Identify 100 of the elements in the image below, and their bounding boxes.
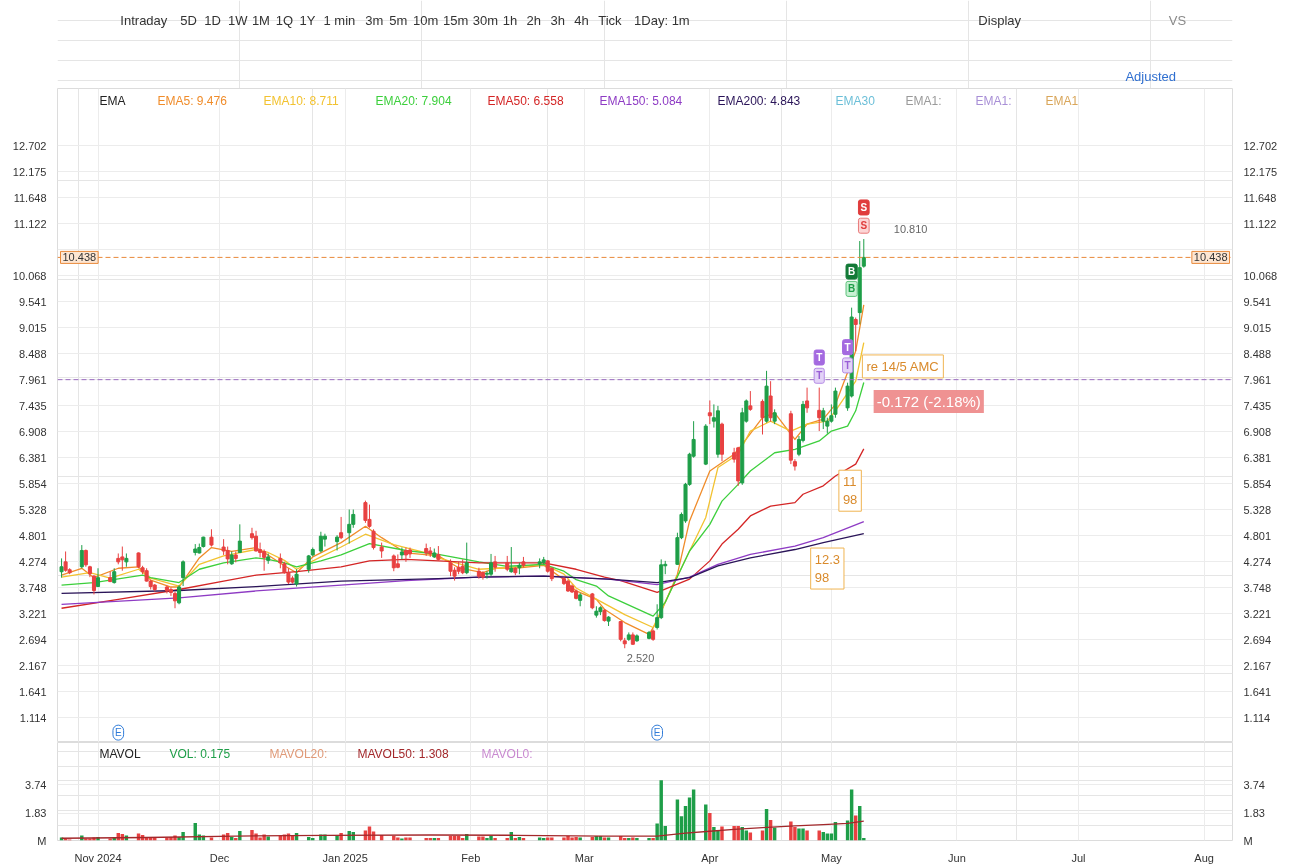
bar [801,828,805,841]
candlestick [322,533,327,548]
text: MAVOL50: 1.308 [357,747,449,762]
y-tick-label: 4.801 [18,529,47,542]
bar [720,826,724,841]
y2-tick-label: 10.068 [1243,269,1278,282]
bar [266,836,270,841]
bar [566,835,570,841]
text: 1 min [323,13,356,28]
y-tick-label: 1.83 [25,807,47,820]
text: 1D [204,13,221,28]
y-tick-label: 12.175 [12,165,47,178]
candlestick [367,504,372,529]
y-tick-label: 9.015 [18,321,47,334]
annotation: EMA1 [1045,93,1079,108]
text: 1M [251,13,270,28]
y2-tick-label: 5.854 [1243,477,1272,490]
y2-tick-label: 1.83 [1243,807,1265,820]
x-tick-label: Jun [948,851,966,864]
candlestick [760,398,765,435]
x-tick-label: Aug [1194,851,1214,864]
bar [392,835,396,841]
annotation: 11 98 [842,474,858,508]
x-tick-label: Dec [209,851,230,864]
y2-tick-label: 11.122 [1243,217,1277,230]
bar [716,830,720,841]
y2-tick-label: 9.015 [1243,321,1272,334]
annotation: B [848,266,856,278]
text: EMA200: 4.843 [717,93,801,108]
annotation: S [860,220,868,232]
annotation: EMA1: [905,93,942,108]
x-tick-label: Jul [1071,851,1086,864]
text: Adjusted [1125,69,1177,84]
y-tick-label: 11.648 [13,191,47,204]
text: 4h [574,13,589,28]
annotation: EMA1: [975,93,1012,108]
text: 1h [502,13,518,28]
y2-tick-label: 5.328 [1243,503,1272,516]
y2-tick-label: 6.908 [1243,425,1272,438]
bar [489,835,493,841]
x-tick-label: May [820,851,843,864]
y2-tick-label: 3.74 [1243,778,1265,791]
text: 3m [365,13,384,28]
y2-tick-label: 1.641 [1243,685,1272,698]
y2-tick-label: 6.381 [1243,451,1272,464]
y-tick-label: 12.702 [12,139,47,152]
candlestick [833,387,838,419]
bar [574,836,578,841]
y-tick-label: 3.221 [18,607,47,620]
annotation: E [653,727,661,739]
text: 10m [413,13,439,28]
y2-tick-label: M [1243,834,1253,847]
text: EMA5: 9.476 [157,93,228,108]
y2-tick-label: 2.694 [1243,633,1272,646]
annotation: -0.172 (-2.18%) [876,392,981,410]
candlestick [363,500,368,524]
x-tick-label: Nov 2024 [74,851,122,864]
y2-tick-label: 4.274 [1243,555,1272,568]
x-tick-label: Mar [574,851,595,864]
y-tick-label: 2.694 [18,633,47,646]
y-tick-label: 7.961 [18,373,47,386]
text: 2h [526,13,542,28]
annotation: 2.520 [626,652,655,665]
x-tick-label: Jan 2025 [322,851,368,864]
y-tick-label: 3.74 [25,778,47,791]
candlestick [821,407,826,430]
candlestick [91,574,96,595]
candlestick [817,387,822,432]
bar [659,780,663,841]
y-tick-label: 1.641 [18,685,47,698]
bar [108,838,112,841]
candlestick [805,387,810,414]
candlestick [181,559,186,587]
annotation: MAVOL0: [481,747,533,762]
y-tick-label: 9.541 [18,295,47,308]
text: VS [1168,13,1187,28]
text: 30m [472,13,499,28]
y2-tick-label: 8.488 [1243,347,1272,360]
annotation: T [816,352,823,363]
y-tick-label: 7.435 [18,399,47,412]
text: Intraday [120,13,168,28]
candlestick [347,509,352,545]
candlestick [177,584,182,605]
y2-tick-label: 3.221 [1243,607,1272,620]
text: EMA150: 5.084 [599,93,683,108]
candlestick [493,555,498,573]
y2-tick-label: 7.435 [1243,399,1272,412]
y2-tick-label: 12.175 [1243,165,1278,178]
y2-tick-label: 3.748 [1243,581,1272,594]
line-series [60,448,865,609]
y2-tick-label: 4.801 [1243,529,1272,542]
text: EMA10: 8.711 [263,93,339,108]
candlestick [476,567,481,580]
annotation: EMA30 [835,93,876,108]
text: 3h [550,13,565,28]
legend-title: EMA [99,93,126,108]
text: 1W [228,13,249,28]
text: 5m [389,13,408,28]
text: 10.438 [1193,251,1228,264]
y2-tick-label: 7.961 [1243,373,1272,386]
